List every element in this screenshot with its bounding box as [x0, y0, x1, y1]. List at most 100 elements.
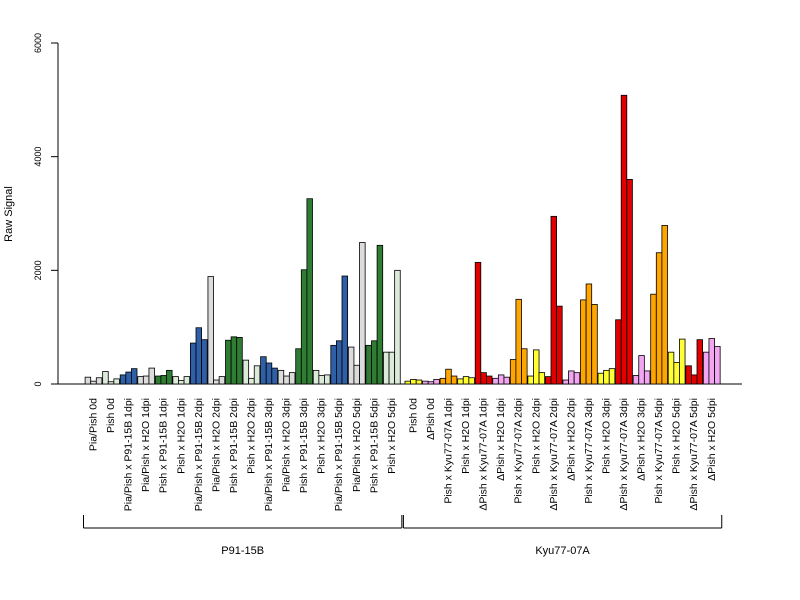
bar-pish-x-kyu77-07a-2dpi-3: [521, 348, 528, 385]
category-label: Pish x P91-15B 3dpi: [298, 398, 310, 493]
bar-pish-x-kyu77-07a-1dpi-3: [450, 375, 458, 385]
category-label: Pia/Pish 0d: [88, 398, 100, 451]
bar--pish-x-h2o-2dpi-3: [573, 372, 581, 385]
bar--pish-x-kyu77-07a-5dpi-3: [696, 339, 703, 385]
category-label: Pish x P91-15B 1dpi: [158, 398, 170, 493]
bar-pia-pish-x-p91-15b-1dpi-3: [130, 368, 138, 385]
bar-pia-pish-x-p91-15b-2dpi-2: [195, 327, 202, 385]
bar-pish-x-p91-15b-3dpi-3: [306, 198, 313, 385]
category-label: ΔPish x H2O 2dpi: [565, 398, 577, 481]
bar-pish-0d-3: [113, 378, 120, 385]
bar-pish-x-h2o-5dpi-2: [673, 361, 680, 385]
bar-pish-x-p91-15b-5dpi-3: [376, 244, 384, 385]
bar-pish-x-h2o-3dpi-3: [608, 368, 616, 385]
bar-pish-x-h2o-3dpi-2: [318, 375, 325, 385]
bar--pish-x-kyu77-07a-3dpi-2: [620, 94, 628, 385]
y-axis: 0 2000 4000 6000: [33, 33, 59, 387]
bar-pish-x-kyu77-07a-2dpi-2: [515, 298, 522, 385]
bar--pish-x-h2o-5dpi-3: [714, 346, 721, 385]
bar-pia-pish-x-h2o-5dpi-3: [359, 242, 366, 385]
bar-pish-x-h2o-3dpi-1: [597, 372, 605, 385]
category-label: Pish x Kyu77-07A 2dpi: [513, 398, 525, 504]
bar--pish-x-kyu77-07a-2dpi-2: [550, 215, 557, 385]
bar--pish-x-kyu77-07a-1dpi-1: [474, 261, 482, 385]
bar-pish-x-p91-15b-2dpi-1: [225, 339, 232, 385]
bar-pish-0d-2: [410, 379, 417, 385]
bar-pia-pish-x-p91-15b-2dpi-3: [201, 339, 208, 385]
category-label: Pia/Pish x H2O 3dpi: [281, 398, 293, 492]
category-label: ΔPish x Kyu77-07A 3dpi: [618, 398, 630, 511]
bar-pia-pish-x-h2o-3dpi-1: [277, 369, 285, 385]
bar-pish-x-h2o-1dpi-1: [172, 376, 179, 385]
bar--pish-x-kyu77-07a-1dpi-3: [485, 375, 493, 385]
bar--pish-x-kyu77-07a-5dpi-1: [685, 365, 692, 385]
bar-pish-0d-1: [404, 380, 411, 385]
bar-pish-x-kyu77-07a-5dpi-3: [661, 225, 668, 385]
category-label: ΔPish x Kyu77-07A 5dpi: [688, 398, 700, 511]
category-label: Pish x P91-15B 5dpi: [368, 398, 380, 493]
bar-pish-x-h2o-3dpi-3: [324, 374, 331, 385]
category-label: Pia/Pish x H2O 1dpi: [140, 398, 152, 492]
category-label: Pia/Pish x P91-15B 1dpi: [123, 398, 135, 511]
bar-pia-pish-0d-1: [84, 376, 92, 385]
bar--pish-x-h2o-5dpi-1: [702, 351, 710, 385]
bar-pish-x-p91-15b-2dpi-3: [236, 336, 243, 385]
category-label: Pia/Pish x H2O 2dpi: [210, 398, 222, 492]
bar-pia-pish-x-p91-15b-1dpi-2: [125, 371, 132, 385]
bar--pish-x-kyu77-07a-2dpi-1: [545, 376, 552, 385]
bar-pia-pish-x-h2o-3dpi-3: [288, 372, 296, 385]
category-label: Pish x H2O 1dpi: [175, 398, 187, 474]
bar-pia-pish-x-h2o-2dpi-1: [207, 276, 214, 385]
bar--pish-x-kyu77-07a-2dpi-3: [556, 305, 563, 385]
bar-pish-x-h2o-5dpi-3: [679, 338, 686, 385]
bar-pish-0d-2: [107, 381, 115, 385]
category-label: ΔPish x H2O 5dpi: [706, 398, 718, 481]
bar-pia-pish-x-h2o-1dpi-3: [148, 367, 155, 385]
group-label: P91-15B: [221, 545, 264, 557]
bar-pish-x-h2o-2dpi-3: [538, 372, 546, 385]
category-label: Pia/Pish x H2O 5dpi: [351, 398, 363, 492]
bar-pish-x-p91-15b-5dpi-1: [365, 344, 372, 385]
y-axis-label: Raw Signal: [3, 186, 15, 242]
bar-pish-x-p91-15b-1dpi-2: [160, 375, 167, 385]
category-label: Pish x Kyu77-07A 3dpi: [583, 398, 595, 504]
bar-pish-x-h2o-1dpi-2: [462, 376, 470, 385]
bar-pia-pish-x-h2o-1dpi-2: [142, 375, 150, 385]
bar-pish-x-kyu77-07a-3dpi-2: [585, 283, 593, 385]
bar--pish-x-kyu77-07a-3dpi-3: [626, 178, 633, 385]
bar-pia-pish-x-p91-15b-3dpi-1: [260, 356, 267, 385]
category-label: Pish x Kyu77-07A 1dpi: [443, 398, 455, 504]
bar--pish-x-kyu77-07a-3dpi-1: [615, 319, 622, 385]
category-label: Pia/Pish x P91-15B 3dpi: [263, 398, 275, 511]
bar--pish-0d-2: [427, 381, 435, 385]
bar-pish-x-kyu77-07a-5dpi-2: [655, 252, 663, 385]
bar-pish-x-h2o-5dpi-2: [388, 351, 396, 385]
category-label: Pish 0d: [105, 398, 117, 433]
bar--pish-x-h2o-2dpi-2: [568, 370, 575, 385]
category-label: Pia/Pish x P91-15B 5dpi: [333, 398, 345, 511]
y-tick-label: 2000: [33, 260, 43, 280]
bar-pish-x-h2o-2dpi-1: [527, 375, 534, 385]
bar-pish-0d-1: [102, 371, 109, 385]
bar-pish-x-h2o-1dpi-3: [468, 377, 475, 385]
bar-pish-x-h2o-2dpi-2: [248, 377, 255, 385]
bar-pish-x-p91-15b-2dpi-2: [230, 336, 238, 385]
bar--pish-x-kyu77-07a-5dpi-2: [691, 374, 698, 385]
category-label: Pish x H2O 3dpi: [600, 398, 612, 474]
category-label: ΔPish x Kyu77-07A 2dpi: [548, 398, 560, 511]
category-label: Pish x Kyu77-07A 5dpi: [653, 398, 665, 504]
bar-pish-x-kyu77-07a-1dpi-2: [445, 368, 452, 385]
bar-pish-x-h2o-3dpi-1: [312, 369, 320, 385]
bar-pish-x-p91-15b-1dpi-1: [154, 375, 162, 385]
bar-pish-x-p91-15b-5dpi-2: [371, 340, 378, 385]
bar-pia-pish-x-p91-15b-3dpi-2: [265, 362, 273, 385]
bar--pish-x-h2o-1dpi-1: [492, 377, 499, 385]
category-label: Pish x H2O 5dpi: [386, 398, 398, 474]
category-label: Pish x H2O 2dpi: [530, 398, 542, 474]
bar-pish-x-kyu77-07a-2dpi-1: [509, 359, 517, 385]
bar-pia-pish-x-p91-15b-1dpi-1: [119, 374, 127, 385]
bar-pia-pish-x-h2o-5dpi-2: [353, 364, 360, 385]
category-label: ΔPish 0d: [425, 398, 437, 440]
